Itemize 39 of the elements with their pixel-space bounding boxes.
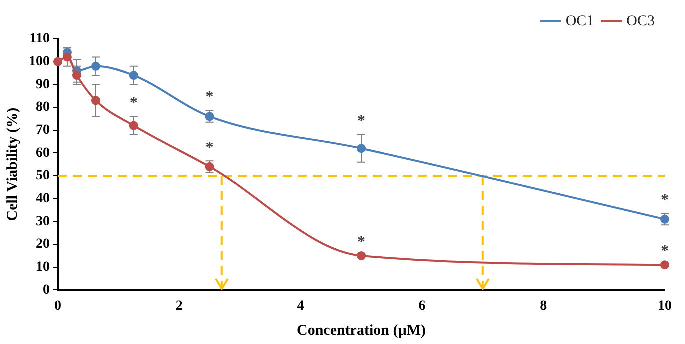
annotation: * [130,94,138,112]
y-tick-label: 60 [36,146,50,161]
y-tick-label: 30 [36,214,50,230]
annotation: * [661,243,669,260]
y-tick-label: 80 [36,100,50,116]
y-tick-label: 0 [43,282,50,298]
point [91,96,100,106]
annotation: * [206,139,214,156]
y-tick-label: 100 [29,54,50,70]
y-tick-label: 70 [36,122,50,138]
y-tick-label: 40 [36,191,50,206]
y-tick-label: 50 [36,168,50,184]
annotation: * [358,234,366,252]
x-axis-title: Concentration (µM) [296,322,426,339]
legend-label: OC1 [566,13,594,30]
y-tick-label: 10 [36,260,50,275]
y-tick-label: 90 [36,77,50,92]
point [357,144,366,154]
y-tick-label: 110 [30,32,50,47]
annotation: * [358,113,366,130]
x-tick-label: 0 [54,299,62,314]
y-tick-label: 20 [36,237,50,252]
x-tick-label: 2 [176,299,183,314]
point [129,121,138,130]
legend-label: OC3 [626,13,656,30]
y-axis-title: Cell Viability (%) [4,108,21,222]
point [62,52,72,62]
x-tick-label: 8 [540,299,548,314]
x-tick-label: 6 [418,299,426,314]
point [129,71,138,80]
annotation: * [661,192,669,209]
point [72,71,82,80]
point [91,62,100,71]
point [660,260,670,270]
annotation: * [206,89,214,106]
point [357,251,366,260]
point [54,57,62,66]
x-tick-label: 4 [297,299,304,314]
x-tick-label: 10 [658,299,672,314]
